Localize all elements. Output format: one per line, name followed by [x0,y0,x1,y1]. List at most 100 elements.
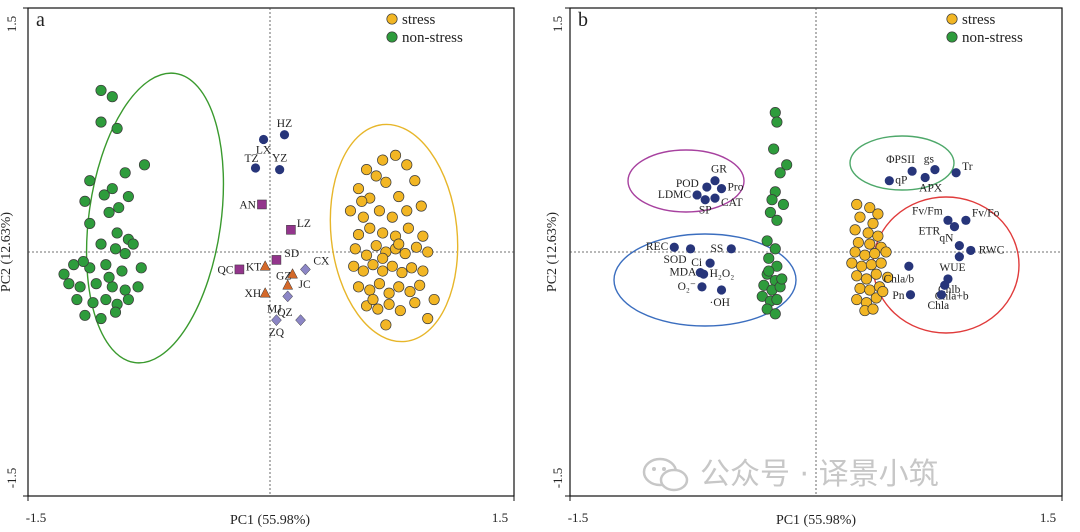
variable-label: Fv/Fm [912,205,943,217]
stress-ellipse [329,123,459,343]
variable-point [954,252,964,262]
variable-point [279,130,290,140]
non-stress-point [109,306,122,318]
non-stress-point [766,194,778,206]
variable-label: MJ [267,303,282,315]
stress-point [364,284,376,296]
stress-point [865,259,877,271]
stress-point [849,246,861,258]
non-stress-point [769,308,781,320]
y-axis-label: PC2 (12.63%) [0,212,14,292]
variable-label: POD [676,178,699,190]
non-stress-point [122,190,134,203]
variable-point [287,268,298,279]
variable-point [716,184,727,194]
variable-point [726,244,736,254]
non-stress-point [758,279,770,291]
stress-point [356,195,368,207]
non-stress-point [135,262,147,274]
non-stress-point [116,265,128,277]
variable-point [282,290,294,303]
non-stress-point [95,238,107,250]
non-stress-point [63,278,75,290]
variable-label: KT [246,261,261,273]
wechat-icon [642,457,689,492]
stress-point [401,205,413,217]
stress-point [352,229,365,241]
variable-point [905,290,916,300]
stress-point [869,248,881,260]
variable-label: ΦPSII [886,154,915,166]
variable-label: ·OH [710,297,730,309]
stress-point [851,293,863,306]
stress-point [352,183,365,195]
variable-point [282,279,294,290]
y-tick-label: 1.5 [4,16,19,32]
non-stress-point [111,227,123,239]
variable-point [685,244,696,254]
non-stress-point [79,195,91,207]
non-stress-point [100,293,112,306]
stress-point [867,217,879,230]
variable-label: Pro [728,182,744,194]
stress-point [415,200,427,212]
stress-point [409,297,421,309]
variable-point [943,215,953,225]
stress-point [364,222,376,234]
non-stress-point [776,273,788,285]
stress-point [862,227,874,239]
stress-point [864,238,876,250]
variable-point [700,195,710,205]
variable-point [692,190,702,200]
non-stress-point [79,309,91,321]
stress-point [859,249,871,261]
variable-label: MDA [669,267,697,279]
y-tick-label: -1.5 [4,468,19,489]
variable-label: GR [711,164,727,176]
non-stress-point [113,202,125,214]
variable-point [966,245,976,256]
variable-point [716,285,727,295]
non-stress-point [119,248,131,260]
stress-point [383,298,395,310]
non-stress-point [84,175,96,187]
variable-point [286,225,296,235]
stress-point [877,286,889,298]
series-stress [344,149,440,331]
variable-point [904,261,914,271]
variable-point [920,172,930,183]
non-stress-point [771,293,783,306]
variable-point [258,134,269,145]
stress-point [393,190,405,203]
non-stress-point [109,243,122,255]
stress-point [422,312,434,325]
stress-point [867,303,879,315]
x-tick-label: 1.5 [492,510,508,525]
stress-point [380,176,392,188]
variable-label: Fv/Fo [972,207,1000,219]
stress-point [849,224,861,236]
non-stress-point [768,143,780,155]
non-stress-point [771,214,783,226]
variable-label: CX [313,255,330,267]
stress-point [428,293,440,306]
stress-point [875,257,887,269]
variable-label: Tr [962,161,973,173]
legend-marker [946,13,958,25]
variable-label: gs [924,154,935,166]
chart-panel-b: -1.5 1.5 1.5 -1.5 PC1 (55.98%) PC2 (12.63%) b G… [545,7,1063,528]
x-tick-label: 1.5 [1040,510,1056,525]
non-stress-point [769,243,781,255]
variable-point [257,199,267,210]
non-stress-point [95,116,107,128]
non-stress-point [90,278,102,290]
non-stress-point [58,268,70,280]
stress-point [373,278,385,290]
non-stress-point [68,259,80,271]
chart-panel-a: -1.5 1.5 1.5 -1.5 PC1 (55.98%) PC2 (12.63%) a H… [0,7,515,528]
stress-point [361,164,373,176]
variable-label: ZQ [269,327,285,339]
variable-label: QZ [277,307,292,319]
